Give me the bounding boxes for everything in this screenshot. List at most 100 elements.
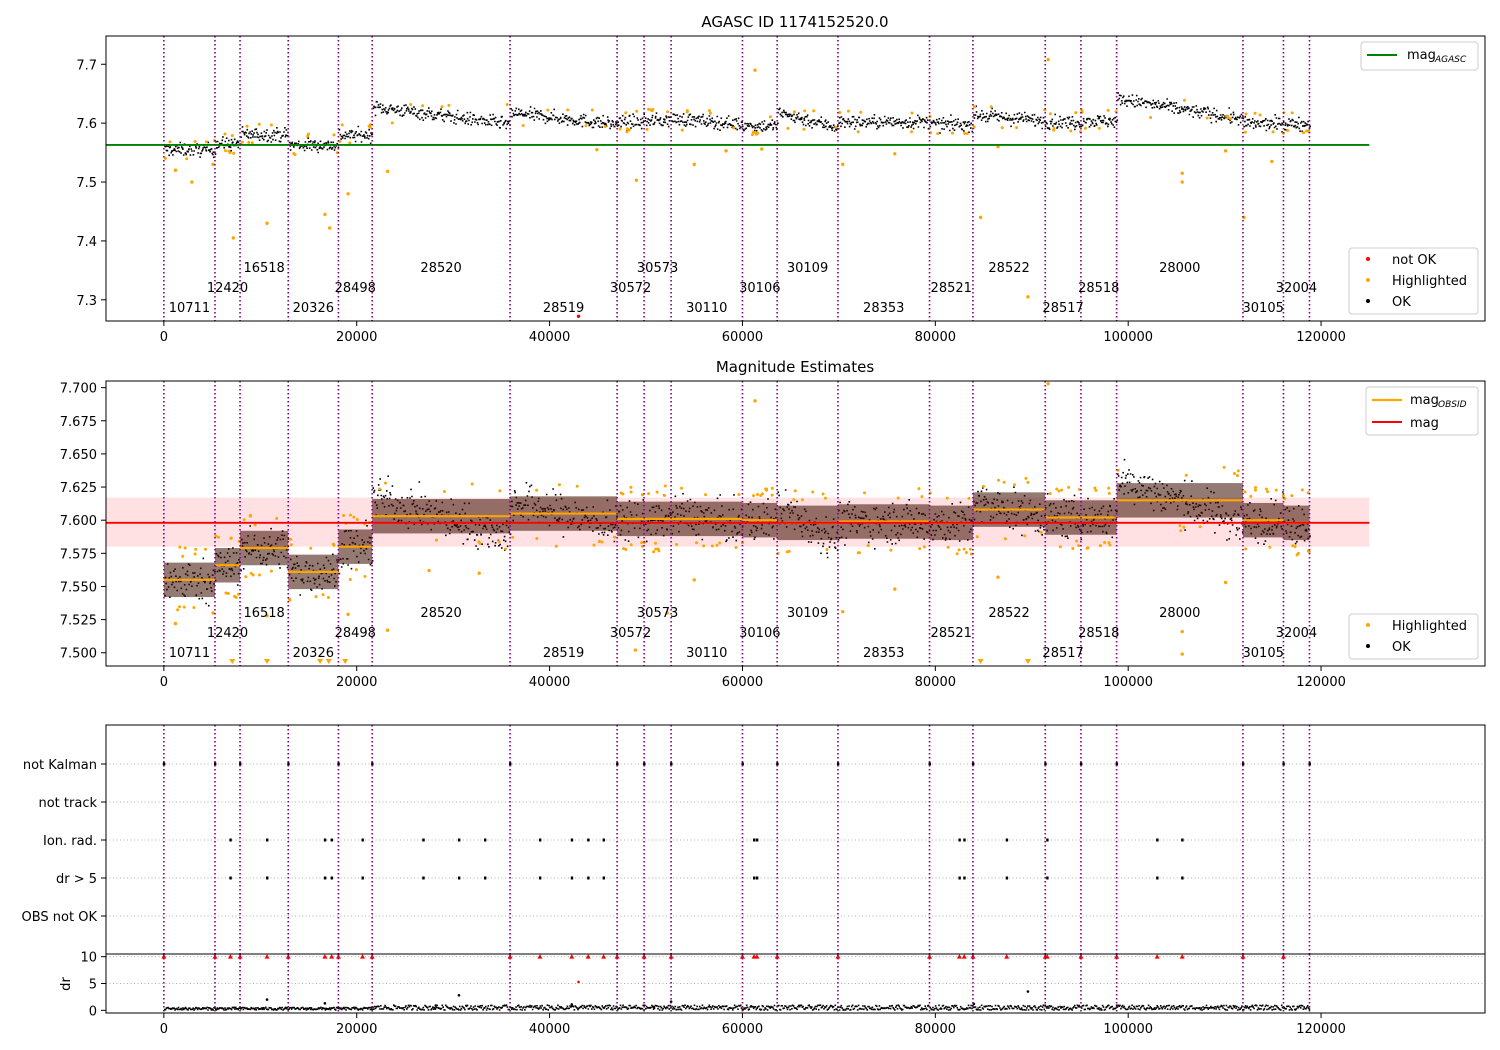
highlighted-point [332,133,336,137]
out-of-range-marker [1024,659,1031,664]
obsid-label: 28519 [543,646,584,661]
panel-1-frame [105,35,1486,322]
highlighted-point [1107,486,1111,490]
highlighted-point [1205,116,1209,120]
highlighted-point [647,492,651,496]
highlighted-point [893,587,897,591]
highlighted-point [955,552,959,556]
highlighted-point [629,543,633,547]
highlighted-point [470,482,474,486]
highlighted-point [800,498,804,502]
highlighted-point [575,484,579,488]
dr-outlier-point [323,1002,327,1005]
highlighted-point [893,152,897,156]
highlighted-point [663,493,667,497]
highlighted-point [770,486,774,490]
x-tick-label: 20000 [336,330,377,345]
flag-category-label: Ion. rad. [43,834,97,849]
highlighted-point [922,545,926,549]
highlighted-point [640,493,644,497]
flag-point [229,838,232,842]
highlighted-point [1271,130,1275,134]
dr-capped-marker [668,954,674,959]
highlighted-point [505,102,509,106]
highlighted-point [1058,545,1062,549]
highlighted-point [645,127,649,131]
legend-marker [1366,299,1370,303]
dr-outlier-point [652,1005,656,1009]
highlighted-point [442,489,446,493]
flag-point [958,838,961,842]
flag-point [457,838,461,842]
flag-point [755,838,759,842]
flag-category-label: OBS not OK [22,910,98,925]
obsid-label: 10711 [169,301,210,316]
highlighted-point [173,168,178,172]
agasc-magnitude-panel: AGASC ID 1174152520.0 Magnitude Estimate… [701,13,888,376]
highlighted-point [1098,544,1102,548]
highlighted-point [194,547,198,551]
highlighted-point [385,169,390,174]
obsid-label: 32004 [1276,626,1317,641]
dr-ok-points [163,1004,1311,1011]
highlighted-point [385,628,390,632]
highlighted-point [367,124,371,128]
highlighted-point [557,483,561,487]
flag-point [1181,838,1184,842]
flag-point [323,838,327,842]
highlighted-point [1180,652,1184,656]
flag-point [1156,876,1159,880]
flag-point [602,876,605,880]
highlighted-point [625,130,629,134]
highlighted-point [838,111,842,115]
highlighted-point [192,606,196,610]
out-of-range-marker [264,659,271,664]
flag-point [755,876,759,880]
highlighted-point [718,541,722,545]
obsid-label: 30573 [637,606,678,621]
flag-category-label: dr > 5 [56,872,97,887]
obsid-label: 32004 [1276,281,1317,296]
obsid-label: 28520 [420,261,461,276]
highlighted-point [973,105,977,109]
highlighted-point [434,538,438,542]
highlighted-point [653,541,657,545]
highlighted-point [383,481,387,485]
highlighted-point [535,488,539,492]
highlighted-point [1000,126,1004,130]
out-of-range-marker [229,659,236,664]
flag-point [1046,876,1049,880]
highlighted-point [1286,129,1290,133]
highlighted-point [185,157,189,161]
flag-point [266,876,269,880]
highlighted-point [354,568,358,572]
highlighted-point [910,111,914,115]
highlighted-point [1074,111,1078,115]
dr-capped-marker [1044,954,1050,959]
obsid-label: 10711 [169,646,210,661]
highlighted-point [768,115,772,119]
highlighted-point [1300,488,1304,492]
highlighted-point [1244,547,1248,551]
highlighted-point [1057,489,1061,493]
highlighted-point [1094,488,1098,492]
highlighted-point [1048,112,1052,116]
highlighted-point [554,544,558,548]
obsid-label: 28518 [1078,281,1119,296]
highlighted-point [968,547,972,551]
highlighted-point [863,491,867,495]
highlighted-point [265,613,269,618]
highlighted-point [234,595,238,599]
figure-title: AGASC ID 1174152520.0 [701,13,888,31]
y-tick-label: 7.6 [76,117,97,132]
highlighted-point [193,139,197,143]
highlighted-point [1180,629,1184,634]
highlighted-point [1069,129,1073,133]
flag-category-label: not track [38,796,97,811]
highlighted-point [211,611,215,615]
highlighted-point [1086,546,1090,550]
highlighted-point [1274,488,1278,492]
highlighted-point [1253,111,1257,115]
flag-point [337,762,340,766]
dr-capped-marker [161,954,167,959]
